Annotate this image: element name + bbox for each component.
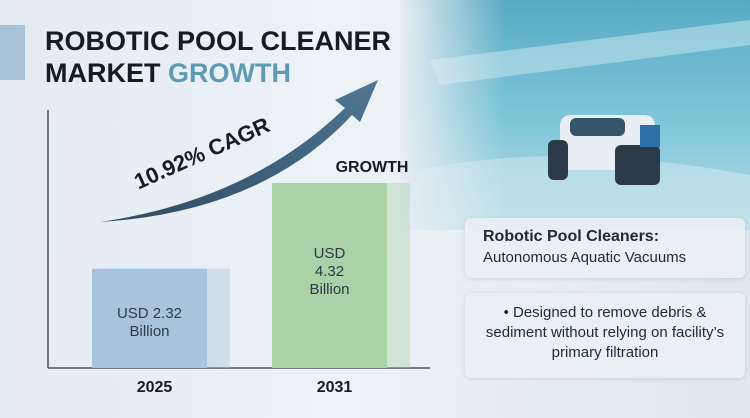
panel-heading: Robotic Pool Cleaners: [483,228,660,245]
info-panel: Designed to remove debris & sediment wit… [465,293,745,378]
pool-photo [400,0,750,230]
info-panel: Robotic Pool Cleaners: Autonomous Aquati… [465,218,745,278]
x-tick-label: 2031 [317,379,353,396]
bar [92,268,207,368]
bar [272,183,387,368]
x-tick-label: 2025 [137,379,173,396]
accent-block [0,25,25,80]
growth-label: GROWTH [336,159,409,176]
panel-bullet: Designed to remove debris & sediment wit… [486,304,724,361]
title-line: MARKET [45,58,161,88]
title-line: MARKET GROWTH [45,58,291,88]
value-label: USD 2.32 Billion [116,305,183,341]
panel-subheading: Autonomous Aquatic Vacuums [483,249,687,266]
title-highlight: GROWTH [168,58,291,88]
value-label: USD 4.32 Billion [309,245,350,298]
growth-arrow [100,80,378,222]
title-line: ROBOTIC POOL CLEANER [45,26,391,56]
